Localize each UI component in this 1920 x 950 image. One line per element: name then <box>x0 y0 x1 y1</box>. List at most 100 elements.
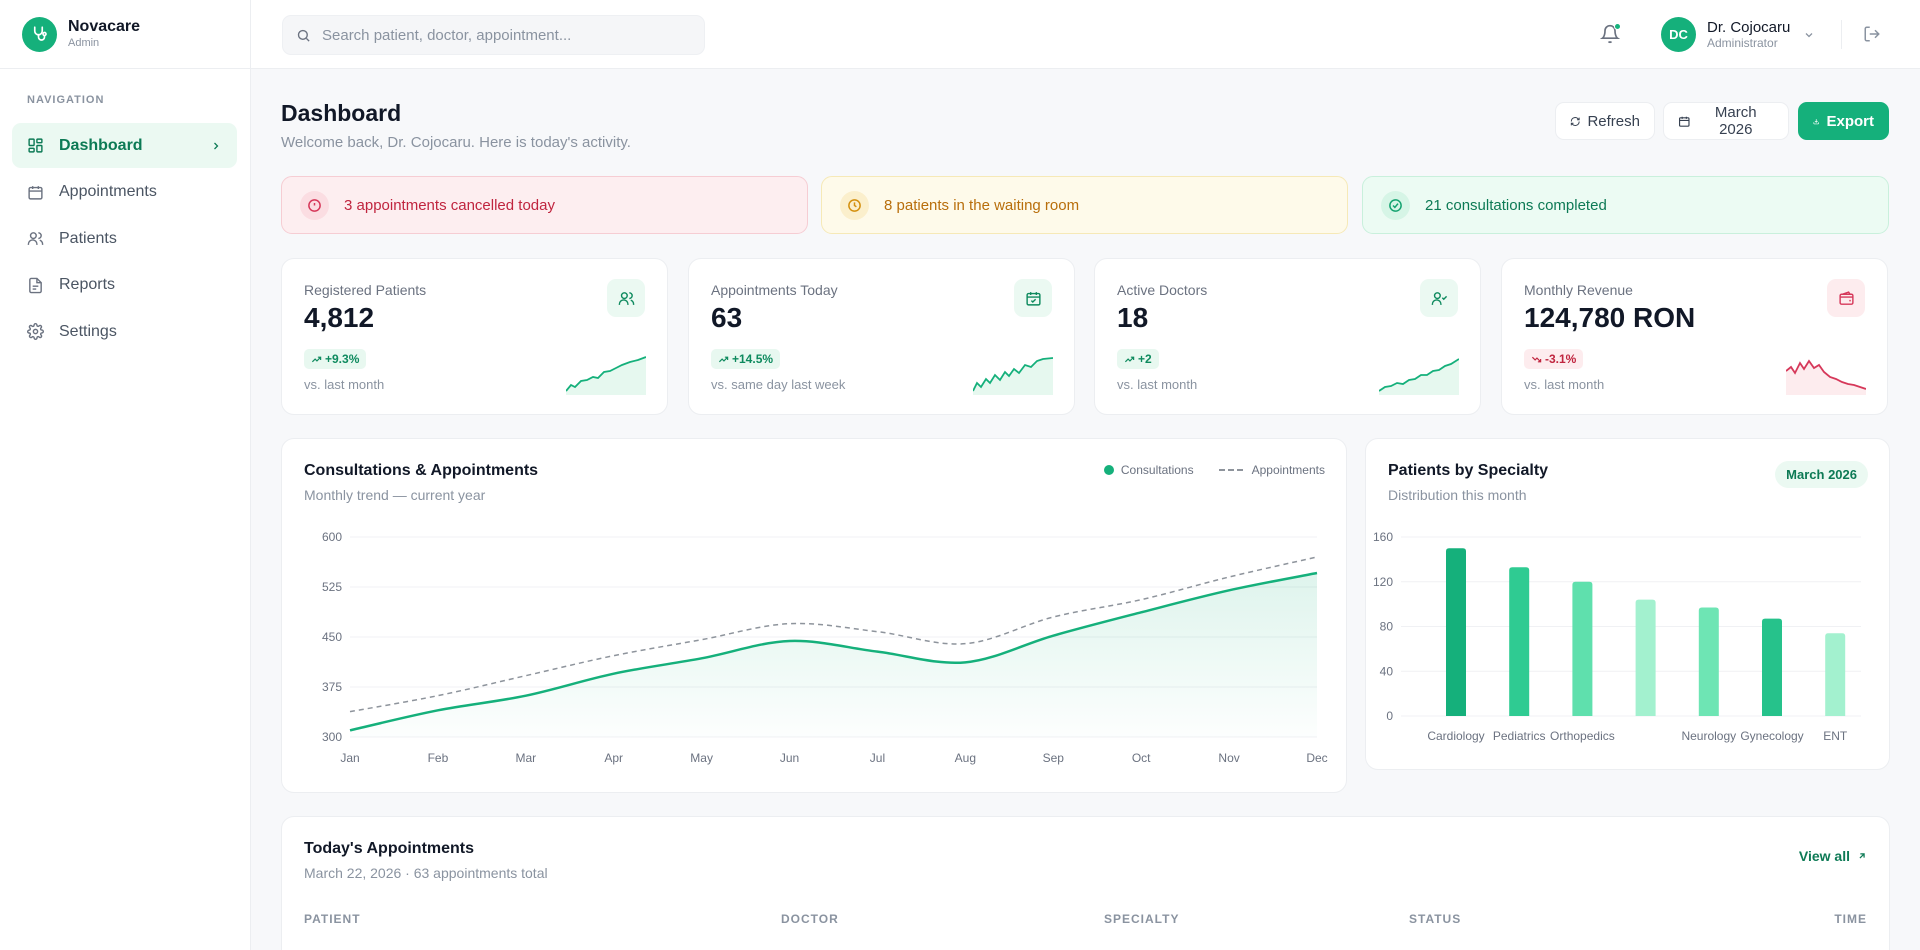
page-title: Dashboard <box>281 100 402 126</box>
stat-footnote: vs. last month <box>304 377 385 392</box>
sidebar-item-patients[interactable]: Patients <box>12 216 237 261</box>
bar <box>1509 567 1530 716</box>
x-tick-label: Oct <box>1132 751 1151 765</box>
stat-label: Registered Patients <box>304 282 427 298</box>
alert-completed[interactable]: 21 consultations completed <box>1362 176 1889 234</box>
stat-label: Appointments Today <box>711 282 838 298</box>
alert-text: 8 patients in the waiting room <box>884 196 1080 214</box>
view-all-link[interactable]: View all <box>1799 848 1867 864</box>
stat-card-doctors[interactable]: Active Doctors 18 +2 vs. last month <box>1094 258 1481 415</box>
trend-down-icon <box>1531 356 1542 362</box>
y-tick-label: 450 <box>322 630 342 644</box>
specialty-chart-card: Patients by Specialty Distribution this … <box>1365 438 1890 770</box>
topbar-divider <box>1841 20 1842 49</box>
notification-dot <box>1614 23 1621 30</box>
column-header-specialty[interactable]: SPECIALTY <box>1104 912 1180 926</box>
stat-change-badge: +2 <box>1117 349 1159 369</box>
card-subtitle: Distribution this month <box>1388 487 1527 503</box>
stethoscope-icon <box>22 16 57 52</box>
bar <box>1635 599 1656 716</box>
stat-change: +2 <box>1138 352 1152 366</box>
period-badge[interactable]: March 2026 <box>1775 461 1868 488</box>
x-tick-label: Pediatrics <box>1493 729 1546 743</box>
stat-change: -3.1% <box>1545 352 1577 366</box>
clock-icon <box>840 190 869 220</box>
stat-value: 63 <box>711 302 743 333</box>
x-tick-label: Gynecology <box>1740 729 1803 743</box>
x-tick-label: Feb <box>428 751 449 765</box>
x-tick-label: Cardiology <box>1427 729 1484 743</box>
sidebar-item-label: Reports <box>59 276 116 293</box>
x-tick-label: Neurology <box>1681 729 1736 743</box>
legend-marker-consultations <box>1103 465 1114 475</box>
avatar: DC <box>1661 17 1696 52</box>
x-tick-label: Apr <box>604 751 623 765</box>
sidebar-item-dashboard[interactable]: Dashboard <box>12 123 237 168</box>
user-menu[interactable]: DC Dr. Cojocaru Administrator <box>1661 17 1815 52</box>
stat-card-patients[interactable]: Registered Patients 4,812 +9.3% vs. last… <box>281 258 668 415</box>
date-picker-label: March 2026 <box>1714 104 1757 138</box>
export-button[interactable]: Export <box>1798 102 1889 140</box>
download-icon <box>1813 118 1819 124</box>
user-name: Dr. Cojocaru <box>1707 18 1791 36</box>
x-tick-label: Jun <box>780 751 799 765</box>
refresh-label: Refresh <box>1587 112 1640 130</box>
stat-card-appointments[interactable]: Appointments Today 63 +14.5% vs. same da… <box>688 258 1075 415</box>
x-tick-label: Aug <box>955 751 976 765</box>
x-tick-label: Nov <box>1218 751 1239 765</box>
bar <box>1572 581 1593 716</box>
logout-button[interactable] <box>1863 25 1881 43</box>
refresh-button[interactable]: Refresh <box>1555 102 1655 140</box>
view-all-label: View all <box>1798 848 1850 864</box>
calendar-icon <box>28 185 43 200</box>
logout-icon <box>1864 26 1880 42</box>
sparkline-chart <box>566 356 646 395</box>
page-subtitle: Welcome back, Dr. Cojocaru. Here is toda… <box>281 134 631 151</box>
stat-footnote: vs. same day last week <box>711 377 846 392</box>
stat-footnote: vs. last month <box>1524 377 1605 392</box>
topbar: DC Dr. Cojocaru Administrator <box>251 0 1920 69</box>
chevron-down-icon <box>1805 32 1813 37</box>
sidebar-item-reports[interactable]: Reports <box>12 263 237 308</box>
alert-cancelled[interactable]: 3 appointments cancelled today <box>281 176 808 234</box>
search-box[interactable] <box>282 15 705 55</box>
column-header-patient[interactable]: PATIENT <box>304 912 361 926</box>
y-tick-label: 160 <box>1373 530 1393 544</box>
nav-section-title: NAVIGATION <box>27 94 105 106</box>
stat-value: 18 <box>1117 302 1149 333</box>
sidebar-item-appointments[interactable]: Appointments <box>12 170 237 215</box>
legend-marker-appointments <box>1218 469 1243 471</box>
notifications-button[interactable] <box>1600 23 1621 44</box>
sidebar-item-settings[interactable]: Settings <box>12 309 237 354</box>
date-picker-button[interactable]: March 2026 <box>1663 102 1789 140</box>
column-header-doctor[interactable]: DOCTOR <box>781 912 839 926</box>
stat-change-badge: +9.3% <box>304 349 367 369</box>
sparkline-chart <box>1379 358 1459 395</box>
series-area-consultations <box>350 573 1317 737</box>
card-title: Today's Appointments <box>304 840 475 857</box>
stat-card-revenue[interactable]: Monthly Revenue 124,780 RON -3.1% vs. la… <box>1501 258 1888 415</box>
column-header-time[interactable]: TIME <box>1834 912 1867 926</box>
trend-up-icon <box>311 356 322 362</box>
bar <box>1698 607 1719 716</box>
y-tick-label: 80 <box>1380 620 1394 634</box>
sidebar: Novacare Admin NAVIGATION Dashboard Appo… <box>0 0 251 950</box>
sparkline-chart <box>1786 359 1866 395</box>
search-input[interactable] <box>322 26 682 44</box>
sidebar-item-label: Patients <box>59 229 117 247</box>
x-tick-label: Sep <box>1043 751 1065 765</box>
column-header-status[interactable]: STATUS <box>1409 912 1462 926</box>
brand-name: Novacare <box>68 18 141 35</box>
x-tick-label: ENT <box>1823 729 1848 743</box>
dashboard-icon <box>28 138 43 153</box>
trend-up-icon <box>718 356 729 362</box>
alert-waiting-room[interactable]: 8 patients in the waiting room <box>821 176 1348 234</box>
sidebar-nav: Dashboard Appointments Patients Reports … <box>12 123 237 356</box>
sparkline-chart <box>973 357 1053 395</box>
x-tick-label: Jan <box>340 751 359 765</box>
stat-change-badge: +14.5% <box>711 349 781 369</box>
users-icon <box>607 279 645 317</box>
y-tick-label: 600 <box>322 530 342 544</box>
chevron-right-icon <box>214 142 219 149</box>
brand[interactable]: Novacare Admin <box>0 0 250 69</box>
